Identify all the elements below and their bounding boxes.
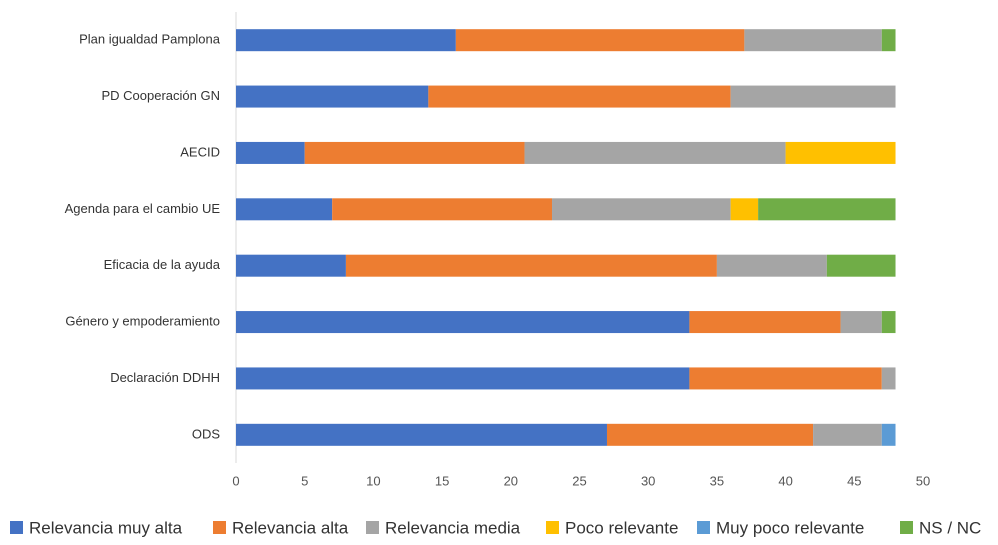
- legend-label: NS / NC: [919, 518, 981, 537]
- x-tick-label: 20: [504, 473, 518, 488]
- bar-segment: [730, 85, 896, 108]
- bar-segment: [744, 29, 882, 52]
- bar-segment: [236, 85, 429, 108]
- legend-swatch: [10, 521, 23, 534]
- x-tick-label: 15: [435, 473, 449, 488]
- legend-label: Relevancia media: [385, 518, 521, 537]
- legend-swatch: [697, 521, 710, 534]
- bar-segment: [758, 198, 896, 221]
- legend-label: Muy poco relevante: [716, 518, 864, 537]
- bar-segment: [236, 198, 333, 221]
- category-label: PD Cooperación GN: [102, 88, 221, 103]
- category-label: Declaración DDHH: [110, 370, 220, 385]
- bar-segment: [236, 141, 305, 164]
- category-label: Plan igualdad Pamplona: [79, 32, 221, 47]
- bar-segment: [524, 141, 786, 164]
- category-label: Género y empoderamiento: [65, 314, 220, 329]
- x-tick-label: 30: [641, 473, 655, 488]
- x-tick-label: 25: [572, 473, 586, 488]
- bar-segment: [332, 198, 553, 221]
- legend-swatch: [366, 521, 379, 534]
- x-tick-label: 0: [232, 473, 239, 488]
- bar-segment: [236, 367, 690, 390]
- bar-segment: [840, 311, 882, 334]
- bar-segment: [689, 367, 882, 390]
- legend-swatch: [546, 521, 559, 534]
- x-tick-label: 40: [778, 473, 792, 488]
- bar-segment: [826, 254, 896, 277]
- bar-segment: [881, 29, 896, 52]
- bar-segment: [813, 423, 882, 446]
- x-tick-label: 35: [710, 473, 724, 488]
- x-tick-label: 5: [301, 473, 308, 488]
- x-tick-label: 10: [366, 473, 380, 488]
- bar-segment: [689, 311, 841, 334]
- bar-segment: [881, 423, 896, 446]
- legend-swatch: [213, 521, 226, 534]
- category-label: Agenda para el cambio UE: [65, 201, 221, 216]
- bar-segment: [345, 254, 717, 277]
- category-label: AECID: [180, 144, 220, 159]
- bar-segment: [606, 423, 814, 446]
- bar-segment: [236, 29, 456, 52]
- bar-segment: [716, 254, 827, 277]
- bar-segment: [236, 311, 690, 334]
- bar-segment: [455, 29, 745, 52]
- bar-segment: [881, 311, 896, 334]
- bar-segment: [785, 141, 896, 164]
- legend-label: Poco relevante: [565, 518, 678, 537]
- bar-segment: [730, 198, 759, 221]
- bar-segment: [881, 367, 896, 390]
- x-tick-label: 50: [916, 473, 930, 488]
- bar-segment: [304, 141, 525, 164]
- category-label: ODS: [192, 426, 221, 441]
- bar-segment: [428, 85, 731, 108]
- x-tick-label: 45: [847, 473, 861, 488]
- bar-segment: [236, 254, 346, 277]
- legend-swatch: [900, 521, 913, 534]
- category-label: Eficacia de la ayuda: [104, 257, 221, 272]
- legend-label: Relevancia muy alta: [29, 518, 183, 537]
- legend-label: Relevancia alta: [232, 518, 349, 537]
- bar-segment: [552, 198, 731, 221]
- bar-segment: [236, 423, 607, 446]
